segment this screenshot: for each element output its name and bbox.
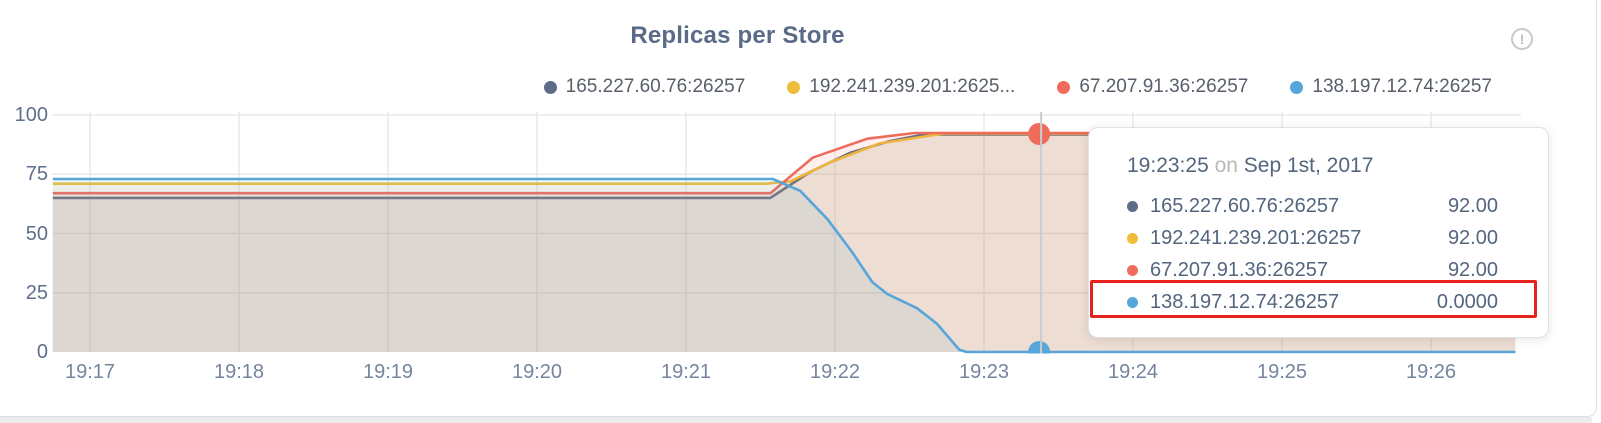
y-tick-label: 75 [25, 163, 48, 186]
tooltip-row-2: 67.207.91.36:26257 92.00 [1111, 254, 1498, 286]
legend-dot-icon [1290, 80, 1304, 94]
tooltip-series-label: 138.197.12.74:26257 [1150, 290, 1340, 313]
x-tick-label: 19:19 [362, 361, 414, 383]
y-tick-label: 25 [25, 281, 48, 304]
legend-dot-icon [543, 80, 557, 94]
tooltip-row-0: 165.227.60.76:26257 92.00 [1111, 190, 1498, 222]
series-line [52, 131, 1516, 195]
annotation-highlight-box [1090, 280, 1537, 318]
y-tick-label: 100 [14, 104, 48, 126]
x-tick-label: 19:23 [958, 361, 1010, 383]
tooltip-series-label: 192.241.239.201:26257 [1150, 226, 1362, 249]
tooltip-series-value: 92.00 [1447, 194, 1498, 217]
y-tick-label: 50 [25, 222, 48, 245]
legend-dot-icon [1057, 80, 1071, 94]
legend-label: 138.197.12.74:26257 [1312, 76, 1492, 97]
legend-label: 192.241.239.201:2625... [809, 76, 1016, 97]
tooltip-series-dot-icon [1127, 232, 1138, 244]
tooltip-series-value: 0.0000 [1436, 290, 1498, 313]
legend-item-3[interactable]: 138.197.12.74:26257 [1290, 76, 1492, 98]
tooltip-series-label: 165.227.60.76:26257 [1150, 194, 1340, 217]
legend-item-0[interactable]: 165.227.60.76:26257 [543, 76, 746, 98]
hover-tooltip: 19:23:25 on Sep 1st, 2017 165.227.60.76:… [1088, 127, 1549, 338]
tooltip-timestamp: 19:23:25 on Sep 1st, 2017 [1127, 154, 1498, 178]
legend-item-1[interactable]: 192.241.239.201:2625... [787, 76, 1015, 98]
x-tick-label: 19:26 [1405, 361, 1457, 383]
x-tick-label: 19:18 [213, 361, 265, 383]
tooltip-series-value: 92.00 [1447, 226, 1498, 249]
tooltip-series-value: 92.00 [1447, 258, 1498, 281]
tooltip-series-dot-icon [1127, 264, 1138, 276]
x-tick-label: 19:20 [511, 361, 563, 383]
legend-label: 165.227.60.76:26257 [565, 76, 746, 97]
chart-title: Replicas per Store [630, 22, 845, 49]
tooltip-on-word: on [1214, 154, 1238, 177]
x-tick-label: 19:22 [809, 361, 861, 383]
x-tick-label: 19:17 [64, 361, 116, 383]
hover-marker [1028, 341, 1051, 354]
tooltip-series-dot-icon [1127, 200, 1138, 212]
x-tick-label: 19:24 [1107, 361, 1159, 383]
x-tick-label: 19:25 [1256, 361, 1308, 383]
tooltip-row-3: 138.197.12.74:26257 0.0000 [1111, 286, 1498, 318]
tooltip-time: 19:23:25 [1127, 154, 1209, 177]
series-line [52, 177, 1516, 354]
chart-legend: 165.227.60.76:26257 192.241.239.201:2625.… [543, 76, 1492, 98]
tooltip-row-1: 192.241.239.201:26257 92.00 [1111, 222, 1498, 254]
series-area [52, 179, 1516, 352]
tooltip-series-dot-icon [1127, 296, 1138, 308]
info-icon[interactable]: ! [1511, 28, 1533, 50]
x-tick-label: 19:21 [660, 361, 712, 383]
legend-label: 67.207.91.36:26257 [1079, 76, 1249, 97]
tooltip-series-label: 67.207.91.36:26257 [1150, 258, 1328, 281]
hover-marker [1028, 122, 1051, 145]
page-background-strip [0, 417, 1592, 423]
y-tick-label: 0 [36, 341, 48, 363]
series-line [52, 133, 1516, 200]
tooltip-rows: 165.227.60.76:26257 92.00 192.241.239.201:… [1111, 190, 1498, 318]
legend-item-2[interactable]: 67.207.91.36:26257 [1057, 76, 1248, 98]
legend-dot-icon [787, 80, 801, 94]
tooltip-date: Sep 1st, 2017 [1243, 154, 1374, 177]
